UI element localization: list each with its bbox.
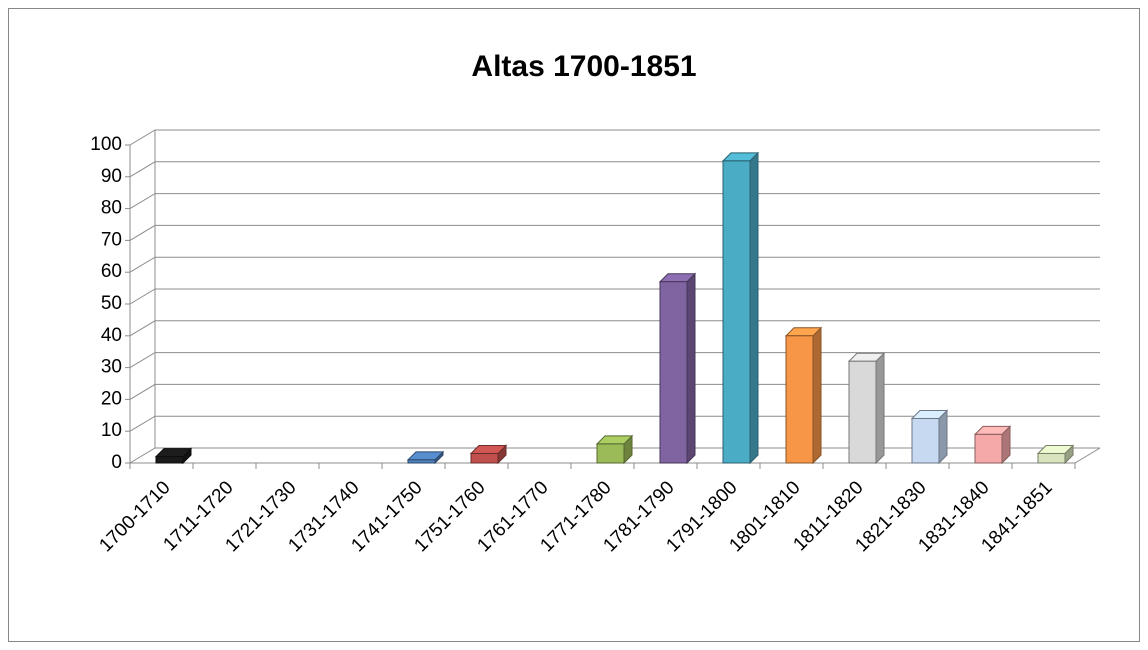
grid-line — [129, 129, 1100, 146]
grid-line — [129, 161, 1100, 178]
grid-line — [129, 224, 1100, 241]
bar-front — [848, 360, 877, 464]
bar-front — [155, 456, 184, 464]
bar — [784, 326, 823, 465]
bar-side — [686, 272, 696, 465]
bar-front — [596, 443, 625, 464]
bar-side — [938, 409, 948, 465]
bar — [847, 352, 886, 465]
y-tick-label: 70 — [101, 229, 122, 250]
y-tick-label: 10 — [101, 420, 122, 441]
grid-line — [129, 256, 1100, 273]
chart-border — [8, 8, 1140, 642]
bar-front — [911, 417, 940, 464]
y-tick-label: 0 — [111, 452, 122, 473]
y-tick-label: 20 — [101, 388, 122, 409]
bar — [721, 151, 760, 465]
y-tick-label: 40 — [101, 325, 122, 346]
y-tick-label: 80 — [101, 198, 122, 219]
bar-front — [1037, 452, 1066, 464]
bar-side — [749, 151, 759, 465]
grid-line — [129, 193, 1100, 210]
grid-line — [129, 415, 1100, 432]
bar — [154, 447, 193, 465]
bar — [406, 450, 445, 465]
bar-front — [470, 452, 499, 464]
grid-line — [129, 288, 1100, 305]
y-tick-label: 30 — [101, 357, 122, 378]
y-tick-label: 50 — [101, 293, 122, 314]
bar-front — [407, 459, 436, 464]
grid-line — [129, 320, 1100, 337]
grid-line — [129, 352, 1100, 369]
bar — [469, 444, 508, 465]
grid-line — [129, 383, 1100, 400]
bar — [658, 272, 697, 465]
y-tick-label: 90 — [101, 166, 122, 187]
bar-side — [812, 326, 822, 465]
y-tick-label: 60 — [101, 261, 122, 282]
bar — [595, 434, 634, 465]
bar-side — [875, 352, 885, 465]
bar — [973, 425, 1012, 465]
chart-title: Altas 1700-1851 — [471, 50, 696, 83]
bar — [910, 409, 949, 465]
bar-front — [974, 433, 1003, 464]
grid-line — [129, 447, 1100, 464]
bar-front — [659, 281, 688, 464]
y-tick-label: 100 — [90, 134, 122, 155]
bar — [1036, 444, 1075, 465]
bar-front — [785, 335, 814, 464]
bar-front — [722, 160, 751, 464]
